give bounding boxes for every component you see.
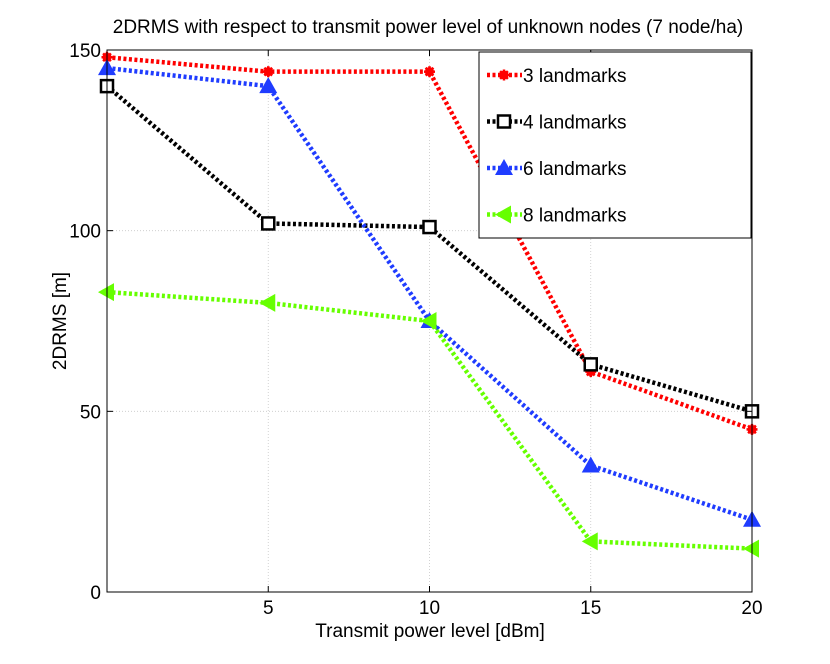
x-tick-label: 20 bbox=[741, 598, 762, 619]
series-8-landmarks-point bbox=[420, 312, 437, 330]
x-axis-label: Transmit power level [dBm] bbox=[315, 621, 544, 642]
legend-item-4-landmarks-label: 4 landmarks bbox=[523, 113, 627, 134]
series-4-landmarks-point bbox=[583, 357, 598, 372]
y-tick-label: 100 bbox=[69, 222, 101, 243]
legend-item-8-landmarks-marker bbox=[495, 205, 511, 224]
series-layer bbox=[98, 51, 761, 558]
x-tick-label: 5 bbox=[263, 598, 274, 619]
series-3-landmarks-line bbox=[106, 54, 753, 432]
series-6-landmarks-point bbox=[581, 456, 600, 473]
series-8-landmarks-point bbox=[743, 539, 759, 558]
series-4-landmarks-line bbox=[105, 84, 753, 414]
series-4-landmarks-point bbox=[261, 216, 276, 231]
chart-title: 2DRMS with respect to transmit power lev… bbox=[113, 17, 743, 38]
series-3-landmarks-point bbox=[424, 66, 435, 78]
legend-item-6-landmarks-marker bbox=[495, 159, 513, 175]
legend-item-3-landmarks-marker bbox=[498, 69, 510, 81]
legend-item-6-landmarks-label: 6 landmarks bbox=[523, 159, 627, 180]
x-tick-label: 10 bbox=[419, 598, 440, 619]
legend-item-8-landmarks-label: 8 landmarks bbox=[523, 206, 627, 227]
y-axis-label: 2DRMS [m] bbox=[50, 272, 71, 370]
legend-item-3-landmarks-label: 3 landmarks bbox=[523, 66, 627, 87]
series-4-landmarks-point bbox=[422, 219, 437, 235]
series-6-landmarks-point bbox=[259, 77, 278, 94]
y-tick-label: 50 bbox=[80, 402, 101, 423]
y-tick-label: 0 bbox=[90, 583, 101, 604]
legend: 3 landmarks 4 landmarks 6 landmarks 8 landm… bbox=[478, 51, 752, 239]
legend-item-4-landmarks-marker bbox=[496, 114, 512, 129]
y-tick-label: 150 bbox=[69, 41, 101, 62]
legend-box bbox=[478, 51, 752, 239]
series-8-landmarks-line bbox=[106, 289, 753, 551]
x-tick-label: 15 bbox=[580, 598, 601, 619]
series-8-landmarks-point bbox=[581, 532, 598, 551]
ticks: 0 50 100 150 5 10 15 20 bbox=[69, 41, 762, 619]
series-8-landmarks-point bbox=[98, 283, 114, 302]
series-3-landmarks-point bbox=[262, 66, 274, 78]
series-8-landmarks-point bbox=[259, 293, 276, 312]
